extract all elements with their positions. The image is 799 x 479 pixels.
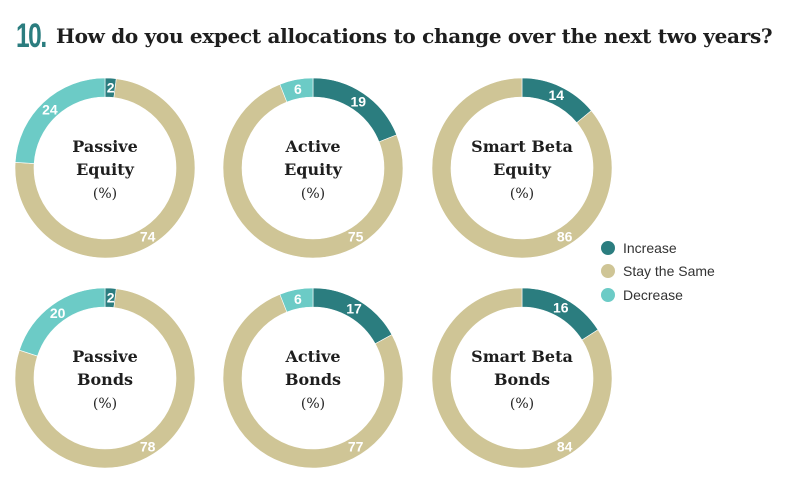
donut-slice-decrease (279, 287, 314, 313)
donut-chart-0: 2 74 24 Passive Equity (%) (14, 77, 196, 259)
legend-swatch-decrease (601, 287, 615, 302)
donut-unit-label: (%) (510, 186, 534, 202)
donut-value-label-increase: 19 (350, 93, 366, 109)
donut-center-title: Equity (284, 160, 342, 179)
donut-value-label-stay: 84 (557, 438, 573, 454)
donut-value-label-decrease: 6 (294, 291, 302, 307)
donut-center-title: Smart Beta (471, 137, 573, 156)
donut-slice-decrease (279, 77, 314, 103)
donut-center-title: Bonds (77, 370, 133, 389)
donut-center-title: Passive (72, 137, 138, 156)
donut-slice-stay (14, 78, 196, 259)
donut-slice-stay (222, 293, 404, 469)
legend-item-increase: Increase (601, 236, 715, 260)
donut-value-label-increase: 2 (107, 80, 115, 96)
donut-center-title: Smart Beta (471, 347, 573, 366)
donut-center-title: Bonds (285, 370, 341, 389)
donut-chart-1: 19 75 6 Active Equity (%) (222, 77, 404, 259)
donut-chart-5: 16 84 Smart Beta Bonds (%) (431, 287, 613, 469)
donut-chart-3: 2 78 20 Passive Bonds (%) (14, 287, 196, 469)
donut-unit-label: (%) (93, 186, 117, 202)
donut-unit-label: (%) (510, 396, 534, 412)
donut-slice-increase (312, 77, 398, 143)
donut-center-title: Equity (76, 160, 134, 179)
donut-slice-stay (431, 77, 613, 259)
donut-center-title: Active (284, 137, 340, 156)
donut-chart-2: 14 86 Smart Beta Equity (%) (431, 77, 613, 259)
donut-value-label-increase: 16 (553, 299, 569, 315)
donut-value-label-stay: 74 (140, 228, 156, 244)
legend-label: Stay the Same (623, 263, 715, 280)
donut-value-label-stay: 77 (348, 438, 364, 454)
donut-value-label-increase: 2 (107, 290, 115, 306)
legend-label: Increase (623, 239, 677, 256)
donut-slice-decrease (19, 287, 106, 357)
donut-unit-label: (%) (93, 396, 117, 412)
donut-value-label-decrease: 6 (294, 81, 302, 97)
donut-center-title: Active (284, 347, 340, 366)
donut-value-label-increase: 14 (548, 87, 564, 103)
legend-swatch-stay (601, 264, 615, 279)
legend-swatch-increase (601, 240, 615, 255)
legend-item-stay: Stay the Same (601, 260, 715, 284)
donut-unit-label: (%) (301, 186, 325, 202)
question-number: 10. (16, 16, 47, 55)
chart-title: How do you expect allocations to change … (56, 24, 773, 48)
donut-slice-stay (14, 288, 196, 469)
donut-chart-4: 17 77 6 Active Bonds (%) (222, 287, 404, 469)
donut-unit-label: (%) (301, 396, 325, 412)
donut-value-label-stay: 75 (348, 228, 364, 244)
donut-value-label-decrease: 20 (50, 305, 66, 321)
legend-label: Decrease (623, 286, 683, 303)
donut-slice-stay (222, 83, 404, 259)
legend-item-decrease: Decrease (601, 283, 715, 307)
donut-value-label-decrease: 24 (42, 101, 58, 117)
donut-slice-decrease (14, 77, 106, 164)
donut-value-label-stay: 78 (140, 438, 156, 454)
donut-value-label-stay: 86 (557, 228, 573, 244)
legend: Increase Stay the Same Decrease (601, 236, 715, 307)
donut-value-label-increase: 17 (346, 301, 362, 317)
donut-center-title: Passive (72, 347, 138, 366)
chart-header: 10. How do you expect allocations to cha… (16, 14, 773, 58)
donut-center-title: Equity (493, 160, 551, 179)
donut-slice-stay (431, 287, 613, 469)
donut-center-title: Bonds (494, 370, 550, 389)
